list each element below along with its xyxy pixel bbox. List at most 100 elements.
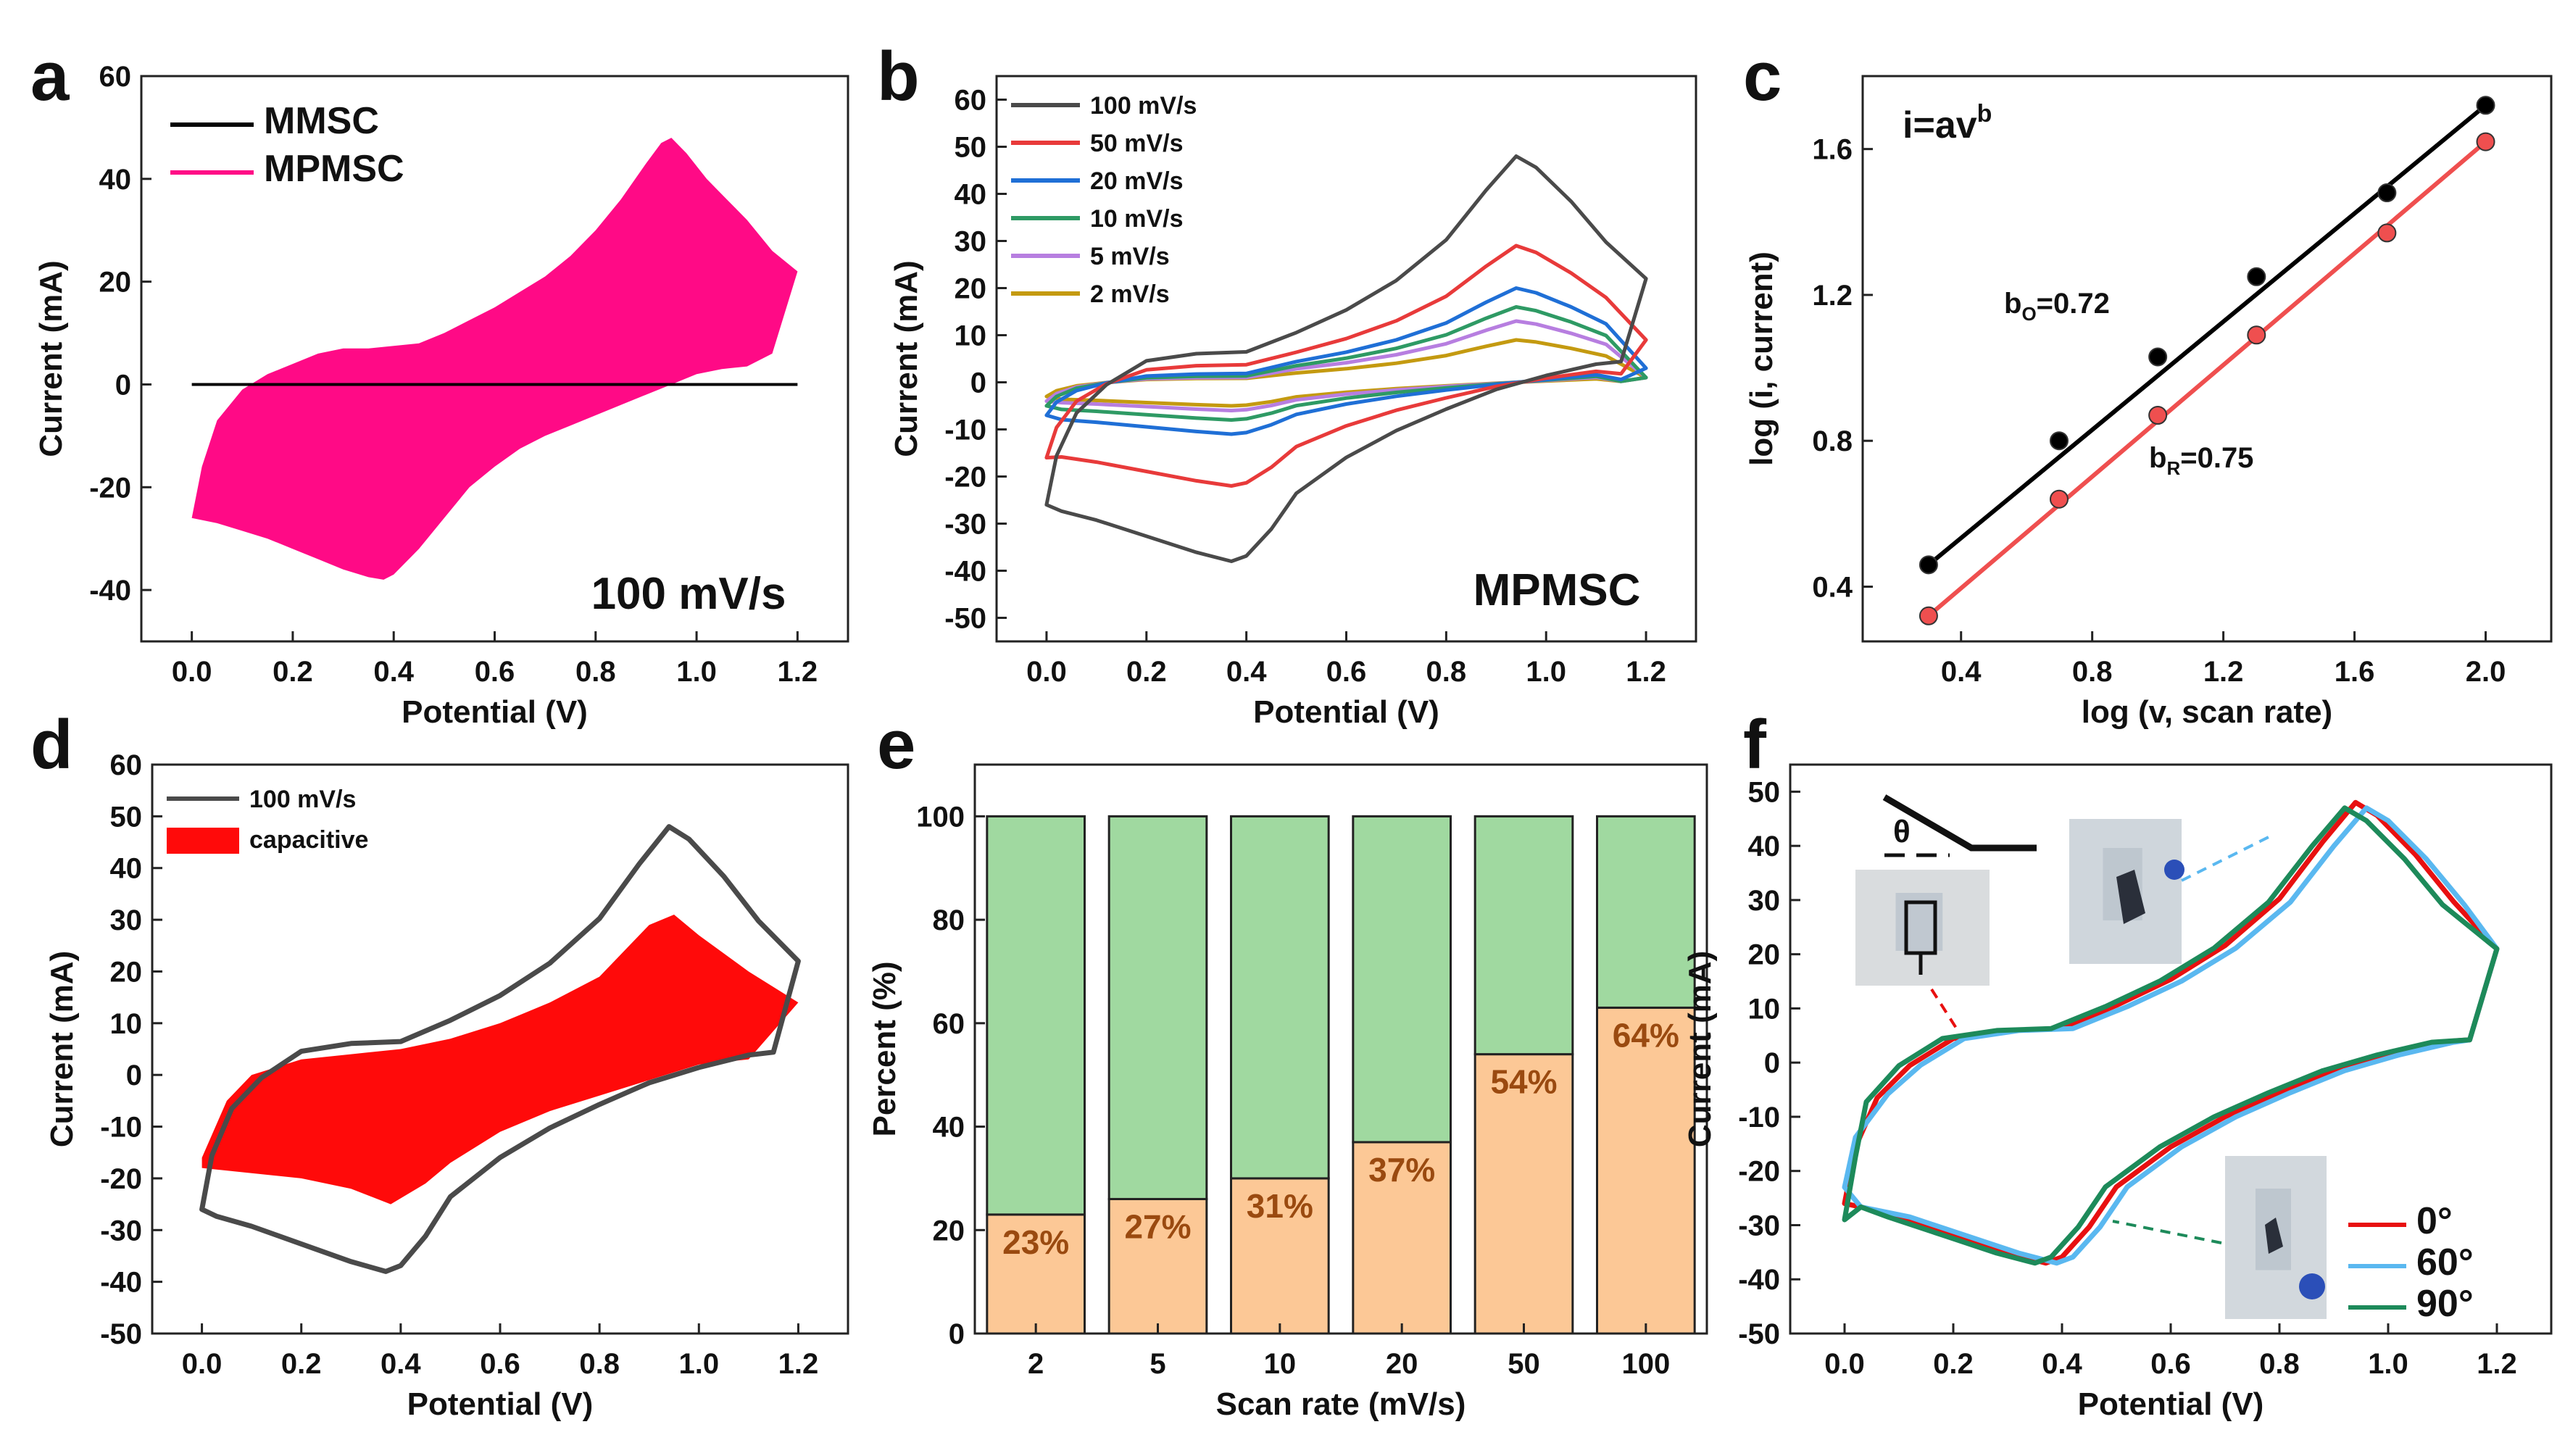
x-tick-label: 1.0 <box>2368 1348 2408 1380</box>
bar-diffusion <box>986 815 1086 1216</box>
y-axis-label: log (i, current) <box>1744 251 1779 466</box>
bar-capacitive <box>1473 1053 1574 1335</box>
x-tick-label: 1.2 <box>2203 656 2244 688</box>
panel-letter: e <box>877 706 915 783</box>
x-tick-label: 0.4 <box>2042 1348 2082 1380</box>
bent-electrode <box>2265 1218 2283 1254</box>
y-axis-label: Current (mA) <box>33 260 69 457</box>
data-point <box>2148 406 2168 425</box>
panel-e: e 0 20 40 60 80 100 23% 2 27% 5 31% 10 37% 20 54% 50 64% 1… <box>867 706 1708 1422</box>
data-point <box>2476 132 2495 151</box>
y-tick-label: 50 <box>110 801 143 833</box>
bar-capacitive <box>1596 1006 1696 1335</box>
y-tick-label: -50 <box>944 603 986 635</box>
y-tick-label: 0.8 <box>1812 425 1853 457</box>
x-axis-label: Potential (V) <box>2078 1386 2264 1422</box>
x-tick-label: 5 <box>1150 1348 1165 1380</box>
y-tick-label: 10 <box>110 1008 143 1040</box>
bar-capacitive <box>1107 1197 1208 1335</box>
y-tick-label: 60 <box>933 1008 965 1040</box>
y-tick-label: 20 <box>955 273 987 305</box>
y-tick-label: -30 <box>100 1215 142 1247</box>
cv-curve <box>1044 286 1648 436</box>
panel-letter: b <box>877 38 920 115</box>
legend-label: 5 mV/s <box>1090 243 1170 270</box>
x-tick-label: 0.0 <box>1026 656 1067 688</box>
connector-60 <box>2181 836 2269 882</box>
panel-b: b 0.0 0.2 0.4 0.6 0.8 1.0 1.2 -50 -40 -30 -20 -10 0 10… <box>877 38 1697 730</box>
x-tick-label: 1.2 <box>2477 1348 2517 1380</box>
y-tick-label: 0 <box>1764 1047 1780 1079</box>
fit-line <box>1927 103 2487 567</box>
y-tick-label: -10 <box>1738 1102 1780 1133</box>
theta-label: θ <box>1893 814 1911 849</box>
mpmsc-area <box>191 138 798 580</box>
data-point <box>2247 267 2266 286</box>
panel-letter: f <box>1743 706 1767 783</box>
x-tick-label: 2.0 <box>2466 656 2506 688</box>
bar-diffusion <box>1230 815 1330 1180</box>
y-tick-label: 0.4 <box>1812 572 1853 604</box>
y-axis-label: Current (mA) <box>889 260 924 457</box>
panel-f: f 0.0 0.2 0.4 0.6 0.8 1.0 1.2 -50 -40 -30 -20 -10 0 10… <box>1682 706 2553 1422</box>
bar-data-label: 54% <box>1490 1063 1557 1101</box>
x-tick-label: 0.8 <box>575 656 616 688</box>
x-tick-label: 50 <box>1508 1348 1540 1380</box>
y-tick-label: -20 <box>944 462 986 494</box>
y-tick-label: 30 <box>110 904 143 936</box>
x-tick-label: 0.2 <box>1933 1348 1974 1380</box>
panel-letter: c <box>1743 38 1782 115</box>
legend-label: 50 mV/s <box>1090 130 1184 157</box>
x-tick-label: 0.8 <box>579 1348 620 1380</box>
y-tick-label: 100 <box>916 801 965 833</box>
x-tick-label: 1.0 <box>676 656 717 688</box>
x-tick-label: 0.0 <box>1824 1348 1865 1380</box>
x-tick-label: 20 <box>1386 1348 1418 1380</box>
x-tick-label: 0.8 <box>2259 1348 2300 1380</box>
y-tick-label: -30 <box>1738 1210 1780 1241</box>
x-axis-label: Scan rate (mV/s) <box>1216 1386 1466 1422</box>
y-tick-label: 40 <box>933 1112 965 1144</box>
glove <box>2299 1273 2325 1299</box>
connector-90 <box>2112 1220 2222 1244</box>
cv-curve <box>1044 305 1648 422</box>
bent-electrode <box>2116 870 2145 924</box>
x-tick-label: 0.6 <box>475 656 515 688</box>
data-point <box>2476 96 2495 115</box>
plot-frame <box>973 763 1708 1335</box>
legend-swatch <box>167 828 239 854</box>
legend-label: capacitive <box>249 826 368 854</box>
x-tick-label: 0.4 <box>373 656 414 688</box>
cv-curve <box>1044 154 1648 563</box>
data-point <box>1918 606 1938 625</box>
x-tick-label: 0.8 <box>1426 656 1467 688</box>
y-tick-label: -50 <box>1738 1318 1780 1350</box>
bar-diffusion <box>1473 815 1574 1056</box>
x-tick-label: 10 <box>1264 1348 1297 1380</box>
data-point <box>2377 183 2397 203</box>
slope-value: =0.72 <box>2037 288 2110 320</box>
bar-data-label: 23% <box>1002 1223 1069 1261</box>
capacitive-area <box>201 915 799 1205</box>
y-tick-label: 50 <box>955 132 987 164</box>
x-axis-label: Potential (V) <box>402 694 588 730</box>
y-tick-label: -50 <box>100 1318 142 1350</box>
y-tick-label: -20 <box>1738 1156 1780 1188</box>
y-tick-label: 20 <box>933 1215 965 1247</box>
y-tick-label: -30 <box>944 509 986 541</box>
y-tick-label: 0 <box>115 369 131 401</box>
sample-annotation: MPMSC <box>1473 565 1641 615</box>
bar-data-label: 31% <box>1247 1187 1313 1225</box>
data-point <box>2049 431 2069 451</box>
x-tick-label: 0.4 <box>1941 656 1982 688</box>
y-tick-label: 40 <box>99 164 132 196</box>
y-tick-label: 20 <box>110 956 143 988</box>
bar-diffusion <box>1596 815 1696 1009</box>
x-tick-label: 0.8 <box>2072 656 2113 688</box>
y-tick-label: 60 <box>955 85 987 117</box>
x-tick-label: 1.6 <box>2335 656 2375 688</box>
legend-label: 100 mV/s <box>1090 92 1197 120</box>
y-axis-label: Current (mA) <box>44 951 80 1147</box>
